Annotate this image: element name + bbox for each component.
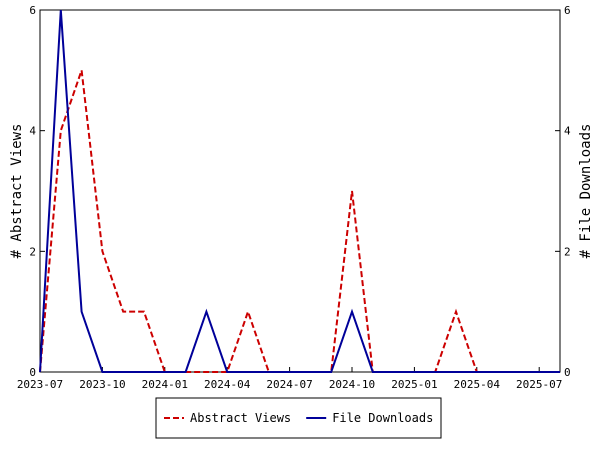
x-tick-label: 2024-04 xyxy=(204,378,251,391)
y-tick-label-left: 6 xyxy=(29,4,36,17)
x-tick-label: 2024-01 xyxy=(142,378,188,391)
y-tick-label-right: 6 xyxy=(564,4,571,17)
y-tick-label-left: 2 xyxy=(29,245,36,258)
legend: Abstract Views File Downloads xyxy=(155,397,442,439)
y-tick-label-left: 4 xyxy=(29,125,36,138)
x-tick-label: 2025-01 xyxy=(391,378,437,391)
plot-frame xyxy=(39,9,561,373)
series-line-abstract-views xyxy=(39,70,560,373)
x-tick-label: 2025-04 xyxy=(454,378,501,391)
x-tick-label: 2023-07 xyxy=(17,378,63,391)
legend-label-abstract-views: Abstract Views xyxy=(190,411,291,425)
left-axis: 0 2 4 6 xyxy=(29,4,45,379)
x-tick-label: 2025-07 xyxy=(516,378,562,391)
x-tick-label: 2024-10 xyxy=(329,378,375,391)
plot-border xyxy=(39,9,561,373)
x-tick-label: 2024-07 xyxy=(266,378,312,391)
x-axis: 2023-07 2023-10 2024-01 2024-04 2024-07 2024-… xyxy=(17,367,562,391)
y-axis-title-left: # Abstract Views xyxy=(9,124,25,259)
legend-label-file-downloads: File Downloads xyxy=(332,411,433,425)
x-tick-label: 2023-10 xyxy=(79,378,125,391)
y-tick-label-left: 0 xyxy=(29,366,36,379)
legend-box xyxy=(155,397,442,439)
y-tick-label-right: 2 xyxy=(564,245,571,258)
right-axis: 0 2 4 6 xyxy=(555,4,571,379)
y-tick-label-right: 4 xyxy=(564,125,571,138)
series-layer xyxy=(39,9,560,373)
y-axis-title-right: # File Downloads xyxy=(578,124,594,259)
y-tick-label-right: 0 xyxy=(564,366,571,379)
series-line-file-downloads xyxy=(39,9,560,373)
